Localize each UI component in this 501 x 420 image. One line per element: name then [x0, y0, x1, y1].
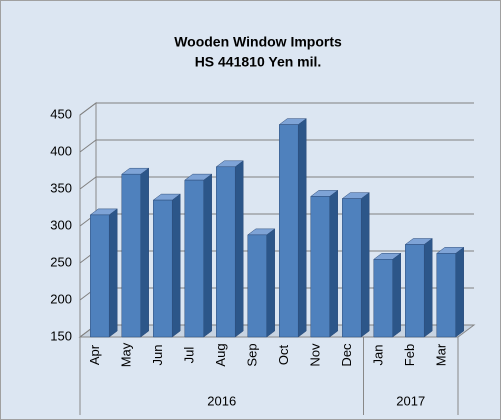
bar-face	[373, 259, 393, 338]
grid-line	[79, 102, 474, 116]
bar-face	[140, 167, 149, 338]
bar-face	[171, 193, 181, 338]
grid-line	[79, 176, 474, 190]
bar-face	[342, 198, 362, 338]
y-tick-label: 250	[50, 254, 72, 269]
x-tick-label: Nov	[308, 343, 323, 367]
bar	[121, 167, 150, 338]
group-label: 2017	[396, 393, 425, 408]
bar-face	[360, 192, 370, 338]
x-tick-label: Oct	[276, 345, 291, 366]
x-tick-label: Jan	[371, 345, 386, 366]
bar	[436, 246, 465, 338]
y-tick-label: 300	[50, 217, 72, 232]
y-tick-label: 200	[50, 291, 72, 306]
bar-face	[247, 234, 267, 338]
x-tick-label: Jul	[182, 347, 197, 364]
bar	[341, 192, 370, 338]
chart-title: Wooden Window Imports	[174, 34, 342, 50]
x-tick-label: Apr	[87, 344, 102, 365]
y-tick-label: 350	[50, 180, 72, 195]
bar-face	[184, 179, 204, 338]
bar	[89, 208, 118, 338]
bar	[152, 193, 181, 338]
y-tick-label: 150	[50, 328, 72, 343]
bar-face	[405, 244, 425, 338]
x-tick-label: May	[119, 342, 134, 367]
bar-face	[329, 189, 338, 338]
bar	[247, 228, 276, 338]
bar-face	[392, 252, 401, 338]
bar-face	[297, 118, 307, 338]
x-tick-label: Dec	[339, 343, 354, 367]
x-tick-label: Mar	[434, 343, 449, 366]
bar-face	[455, 246, 464, 338]
bar	[310, 189, 339, 338]
x-tick-label: Jun	[150, 345, 165, 366]
bar-face	[121, 173, 141, 338]
bar-face	[153, 199, 173, 338]
bar-face	[266, 228, 275, 338]
bar-face	[310, 196, 330, 338]
x-tick-label: Sep	[245, 343, 260, 366]
x-tick-label: Feb	[402, 344, 417, 366]
bar-face	[279, 124, 299, 338]
y-tick-label: 400	[50, 143, 72, 158]
grid-line	[79, 139, 474, 153]
bar	[215, 160, 244, 338]
bar-face	[90, 214, 110, 338]
bar-face	[216, 166, 236, 338]
bar-face	[423, 238, 433, 338]
bar	[184, 173, 213, 338]
bar	[404, 238, 433, 338]
group-label: 2016	[207, 393, 236, 408]
bar	[278, 118, 307, 338]
chart-subtitle: HS 441810 Yen mil.	[195, 54, 322, 70]
bar-face	[203, 173, 212, 338]
y-tick-label: 450	[50, 106, 72, 121]
bar-face	[234, 160, 244, 338]
x-tick-label: Aug	[213, 343, 228, 366]
bar-face	[108, 208, 118, 338]
bar-face	[436, 253, 456, 338]
bar	[373, 252, 402, 338]
